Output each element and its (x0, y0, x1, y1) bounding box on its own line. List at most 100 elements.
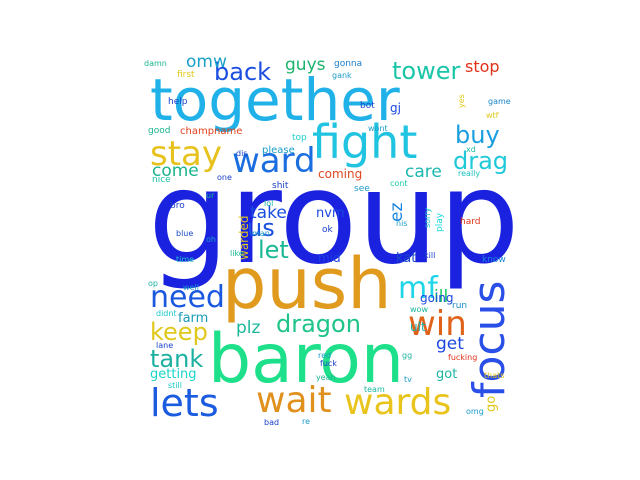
word-first: first (177, 70, 195, 80)
word-please: please (262, 145, 295, 156)
word-mf: mf (398, 271, 439, 306)
word-let: let (258, 236, 289, 264)
word-gg: gg (402, 351, 412, 360)
word-guys: guys (285, 55, 326, 75)
word-yes: yes (457, 94, 466, 108)
word-ez: ez (387, 203, 407, 222)
word-really: really (458, 169, 480, 178)
word-champname: champname (180, 126, 242, 137)
word-fuck: fuck (320, 359, 337, 368)
word-op: op (148, 279, 158, 288)
word-stay: stay (150, 134, 222, 174)
word-gonna: gonna (334, 59, 362, 69)
word-one: one (217, 173, 232, 182)
word-got: got (436, 367, 457, 382)
word-lane: lane (156, 341, 173, 350)
word-kill: kill (424, 251, 435, 260)
word-ok: ok (322, 225, 334, 235)
word-take: take (250, 203, 287, 223)
word-sorry: sorry (423, 208, 432, 229)
word-come: come (152, 161, 199, 181)
word-nice: nice (152, 175, 171, 185)
word-lets: lets (150, 381, 219, 425)
word-omw: omw (186, 52, 227, 72)
word-stop: stop (465, 57, 500, 76)
word-tank: tank (150, 345, 203, 373)
word-going: going (420, 291, 454, 305)
word-still: still (168, 381, 182, 390)
word-man: man (252, 229, 270, 238)
word-thats: thats (484, 371, 504, 380)
word-together: together (150, 66, 400, 134)
word-hard: hard (460, 217, 480, 227)
word-didnt: didnt (156, 309, 177, 318)
word-care: care (405, 162, 442, 182)
word-bot: bot (360, 101, 375, 111)
word-keep: keep (150, 318, 208, 346)
word-ur: ur (206, 191, 215, 200)
word-back: back (214, 58, 271, 86)
word-team: team (364, 385, 385, 394)
word-getting: getting (150, 367, 197, 382)
word-shit: shit (272, 181, 289, 191)
word-us: us (247, 214, 275, 242)
word-ult: ult (410, 320, 426, 334)
word-damn: damn (144, 59, 167, 68)
word-kat: kat (396, 251, 416, 266)
word-lol: lol (264, 199, 273, 208)
word-run: run (452, 301, 467, 311)
word-get: get (436, 334, 464, 354)
word-play: play (435, 212, 445, 232)
word-gank: gank (332, 71, 352, 80)
word-know: know (482, 255, 506, 265)
word-bad: bad (264, 418, 279, 427)
word-see: see (354, 184, 370, 194)
word-well: well (183, 283, 199, 292)
word-re: re (302, 417, 310, 426)
word-bro: bro (170, 201, 185, 211)
word-fucking: fucking (448, 353, 477, 362)
word-focus: focus (464, 281, 515, 398)
word-ward: ward (232, 141, 316, 181)
word-farm: farm (178, 311, 208, 326)
word-group: group (148, 144, 520, 293)
word-nvm: nvm (316, 206, 345, 221)
word-wont: wont (368, 124, 388, 133)
word-time: time (176, 255, 194, 264)
word-red: red (318, 351, 331, 360)
word-omg: omg (466, 407, 484, 416)
word-cont: cont (390, 179, 408, 188)
word-like: like (230, 249, 244, 258)
word-game: game (488, 97, 511, 106)
word-plz: plz (236, 318, 261, 338)
word-top: top (292, 133, 307, 143)
word-good: good (148, 126, 170, 136)
word-wards: wards (344, 382, 451, 423)
word-tv: tv (404, 375, 412, 384)
word-fight: fight (312, 115, 417, 169)
word-wtf: wtf (486, 111, 499, 120)
word-mid: mid (318, 251, 341, 265)
word-xd: xd (466, 145, 476, 154)
word-push: push (222, 243, 392, 325)
word-oh: oh (206, 235, 216, 244)
word-coming: coming (318, 167, 362, 181)
word-buy: buy (455, 121, 500, 149)
word-win: win (408, 304, 467, 344)
word-wait: wait (256, 380, 332, 421)
word-warded: warded (237, 215, 251, 260)
word-help: help (168, 97, 188, 107)
word-need: need (150, 280, 225, 315)
word-drag: drag (453, 147, 508, 175)
word-dis: dis (236, 149, 247, 158)
word-baron: baron (208, 320, 404, 399)
word-tower: tower (392, 57, 460, 85)
word-gj: gj (390, 101, 401, 115)
word-ill: ill (434, 287, 448, 307)
word-dragon: dragon (276, 310, 361, 338)
word-wow: wow (410, 305, 428, 314)
word-nis: nis (396, 219, 407, 228)
word-yeah: yeah (316, 373, 336, 382)
word-blue: blue (176, 229, 193, 238)
